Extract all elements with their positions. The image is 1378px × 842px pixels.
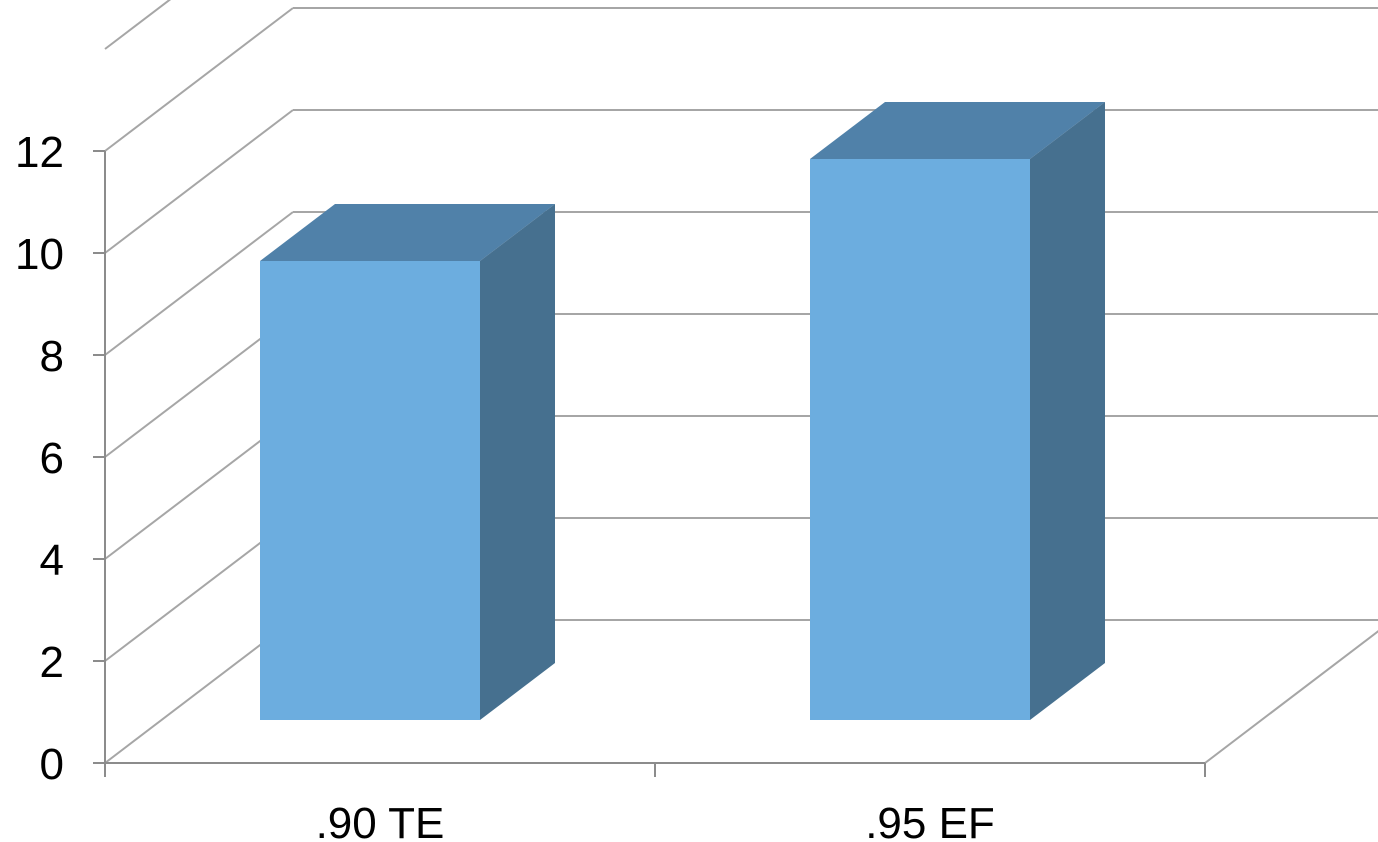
- gridline-side-12: [104, 7, 294, 152]
- y-tick-label: 2: [40, 638, 64, 687]
- y-tick-label: 8: [40, 332, 64, 381]
- bar-top-face: [260, 204, 555, 261]
- gridline-side-10: [104, 109, 294, 254]
- y-tick-label: 12: [15, 128, 64, 177]
- y-tick-label: 10: [15, 230, 64, 279]
- axes: [93, 150, 1206, 777]
- bar-side-face: [1030, 102, 1105, 720]
- floor-right-edge: [1204, 630, 1378, 764]
- y-tick-label: 0: [40, 740, 64, 789]
- y-tick-label: 4: [40, 536, 64, 585]
- x-axis-category-labels: .90 TE .95 EF: [316, 799, 995, 842]
- x-category-label: .95 EF: [865, 799, 995, 842]
- y-axis-tick-labels: 0 2 4 6 8 10 12: [15, 128, 64, 789]
- bar: [810, 102, 1105, 720]
- x-category-label: .90 TE: [316, 799, 445, 842]
- bar-front-face: [260, 261, 480, 720]
- bar-front-face: [810, 159, 1030, 720]
- bar-top-face: [810, 102, 1105, 159]
- bars: [260, 102, 1105, 720]
- y-tick-label: 6: [40, 434, 64, 483]
- gridline-side-8: [104, 211, 294, 356]
- bar-side-face: [480, 204, 555, 720]
- gridline-side-14: [104, 0, 172, 50]
- bar: [260, 204, 555, 720]
